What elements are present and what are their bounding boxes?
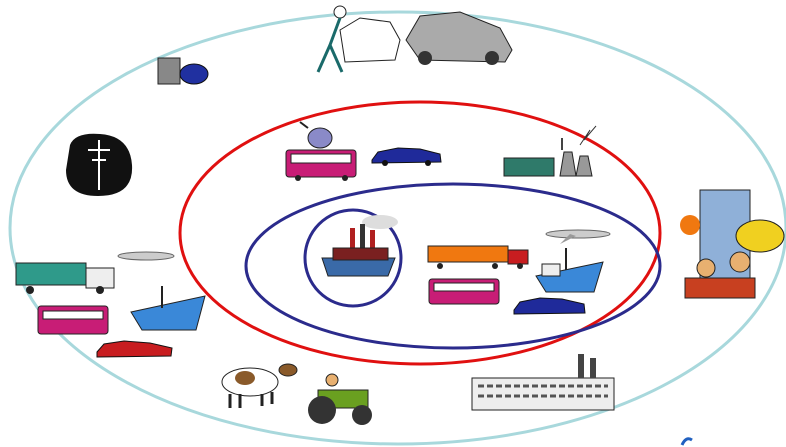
diagram	[0, 0, 786, 447]
trash-icon	[158, 58, 208, 84]
tractor-icon	[308, 374, 372, 425]
factory-icon	[322, 215, 398, 276]
plane-icon	[118, 252, 174, 260]
truck-icon	[16, 263, 114, 294]
outer-ring	[10, 12, 786, 444]
ship-icon	[131, 286, 205, 330]
ship-icon	[536, 248, 603, 292]
page	[0, 0, 786, 447]
car-icon	[514, 298, 585, 314]
power-plant-icon	[504, 126, 596, 176]
truck-icon	[428, 246, 528, 269]
swirl-icon	[682, 439, 692, 445]
plug-icon	[300, 122, 332, 148]
car-icon	[97, 341, 172, 357]
car-icon	[372, 148, 441, 166]
cow-icon	[222, 364, 297, 408]
bus-icon	[286, 150, 356, 181]
workers-icon	[680, 190, 784, 298]
bus-icon	[38, 306, 108, 334]
plane-icon	[546, 230, 610, 244]
bus-icon	[429, 279, 499, 304]
substation-icon	[66, 134, 132, 196]
factory-icon	[472, 354, 614, 410]
